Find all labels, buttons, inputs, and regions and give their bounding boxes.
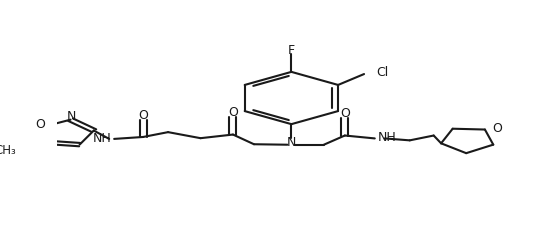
Text: CH₃: CH₃ bbox=[0, 144, 16, 157]
Text: F: F bbox=[288, 44, 295, 57]
Text: NH: NH bbox=[93, 132, 112, 145]
Text: Cl: Cl bbox=[376, 66, 389, 79]
Text: O: O bbox=[340, 107, 350, 120]
Text: N: N bbox=[287, 136, 296, 149]
Text: N: N bbox=[67, 110, 76, 123]
Text: O: O bbox=[492, 122, 502, 135]
Text: NH: NH bbox=[378, 131, 396, 144]
Text: O: O bbox=[138, 109, 148, 122]
Text: O: O bbox=[35, 118, 45, 131]
Text: O: O bbox=[228, 106, 238, 119]
